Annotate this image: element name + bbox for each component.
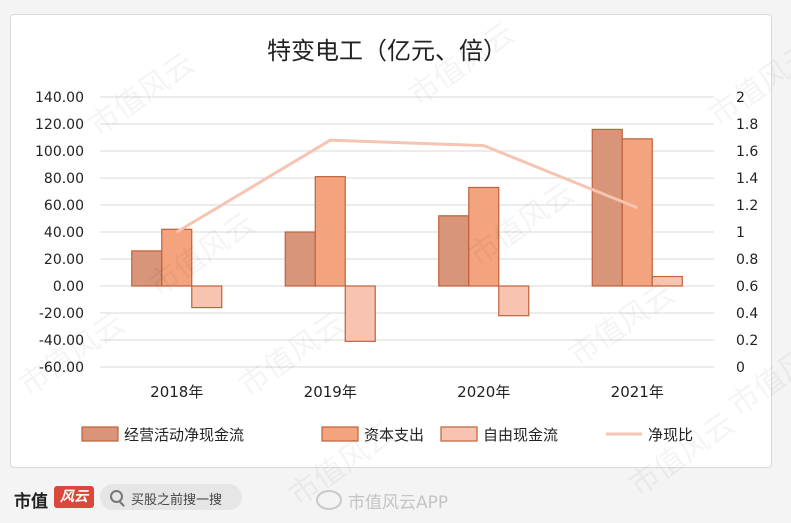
bar-2 <box>468 186 500 287</box>
y-left-tick-label: 80.00 <box>44 171 84 187</box>
y-left-tick-label: 20.00 <box>44 252 84 268</box>
legend-label-1: 经营活动净现金流 <box>124 426 244 444</box>
bar-3 <box>498 285 530 317</box>
search-button[interactable]: 买股之前搜一搜 <box>100 484 242 510</box>
y-left-tick-label: -60.00 <box>39 360 84 376</box>
y-left-tick-label: 0.00 <box>53 279 84 295</box>
y-left-tick-label: 120.00 <box>35 117 84 133</box>
legend-label-4: 净现比 <box>648 426 693 444</box>
legend-swatch-1 <box>81 426 119 442</box>
y-left-tick-label: 140.00 <box>35 90 84 106</box>
y-left-tick-label: 60.00 <box>44 198 84 214</box>
y-right-tick-label: 2 <box>736 90 745 106</box>
chart-title: 特变电工（亿元、倍） <box>267 37 507 65</box>
y-right-tick-label: 1.2 <box>736 198 758 214</box>
bar-2 <box>161 228 193 287</box>
y-right-tick-label: 1.4 <box>736 171 758 187</box>
brand-logo-badge: 风云 <box>54 486 94 508</box>
legend-swatch-3 <box>440 426 478 442</box>
y-right-tick-label: 0.4 <box>736 306 758 322</box>
x-category-label: 2018年 <box>150 383 203 401</box>
search-text: 买股之前搜一搜 <box>131 493 223 508</box>
bar-1 <box>591 128 623 287</box>
y-right-tick-label: 0 <box>736 360 745 376</box>
bar-1 <box>438 215 470 287</box>
bar-3 <box>344 285 376 342</box>
y-left-tick-label: -20.00 <box>39 306 84 322</box>
x-category-label: 2019年 <box>304 383 357 401</box>
bar-1 <box>284 231 316 287</box>
y-left-tick-label: -40.00 <box>39 333 84 349</box>
y-right-tick-label: 0.6 <box>736 279 758 295</box>
bar-1 <box>131 250 163 287</box>
search-icon <box>110 490 123 503</box>
y-right-tick-label: 0.8 <box>736 252 758 268</box>
x-category-label: 2021年 <box>611 383 664 401</box>
y-left-tick-label: 40.00 <box>44 225 84 241</box>
y-right-tick-label: 1.8 <box>736 117 758 133</box>
legend-label-3: 自由现金流 <box>483 426 558 444</box>
bar-2 <box>314 176 346 287</box>
weibo-icon <box>316 490 342 510</box>
y-right-tick-label: 0.2 <box>736 333 758 349</box>
bar-3 <box>651 275 683 287</box>
y-left-tick-label: 100.00 <box>35 144 84 160</box>
chart-card: 特变电工（亿元、倍） 140.00 120.00 100.00 80.00 60.00 40… <box>10 14 772 468</box>
y-right-tick-label: 1.6 <box>736 144 758 160</box>
chart: 特变电工（亿元、倍）140.00120.00100.0080.0060.0040… <box>35 37 758 444</box>
bar-2 <box>621 138 653 287</box>
bar-3 <box>191 285 223 309</box>
footer-bar: 市值 风云 买股之前搜一搜 市值风云APP <box>0 474 791 523</box>
legend-swatch-2 <box>321 426 359 442</box>
legend-label-2: 资本支出 <box>364 426 424 444</box>
x-category-label: 2020年 <box>457 383 510 401</box>
y-right-tick-label: 1 <box>736 225 745 241</box>
weibo-account-text: 市值风云APP <box>348 493 449 513</box>
brand-name: 市值 <box>14 492 48 512</box>
line-series-jingxianbi <box>175 138 638 234</box>
